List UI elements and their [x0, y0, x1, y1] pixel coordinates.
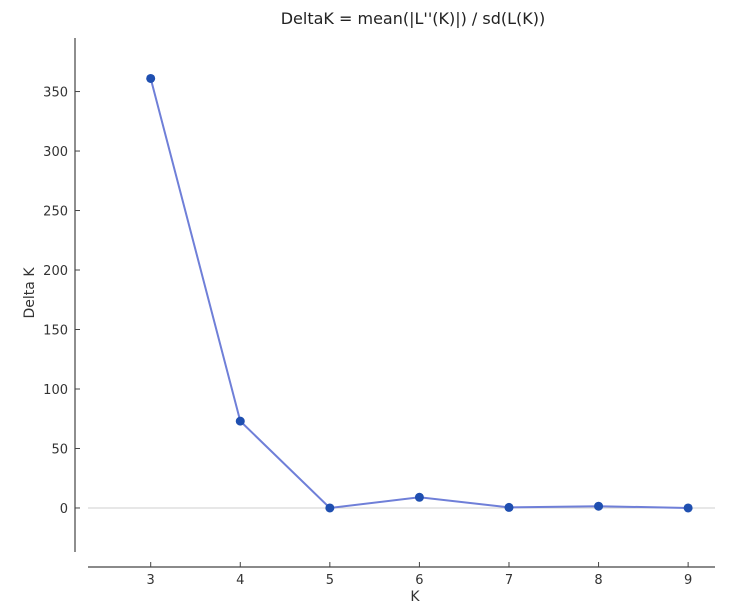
y-tick-label: 250	[43, 205, 68, 220]
data-point-k6	[414, 492, 424, 502]
x-tick-label: 9	[684, 573, 692, 588]
y-axis-ticks: 0 50 100 150 200 250 300 350	[43, 86, 80, 517]
data-point-k8	[594, 501, 604, 511]
y-tick-label: 0	[60, 502, 68, 517]
y-tick-label: 350	[43, 86, 68, 101]
data-point-k9	[683, 503, 693, 513]
data-point-k7	[504, 502, 514, 512]
data-point-k3	[146, 73, 156, 83]
y-tick-label: 50	[51, 442, 68, 457]
x-tick-label: 7	[505, 573, 513, 588]
x-tick-label: 5	[326, 573, 334, 588]
chart-title: DeltaK = mean(|L''(K)|) / sd(L(K))	[281, 9, 546, 28]
y-tick-label: 300	[43, 145, 68, 160]
y-tick-label: 100	[43, 383, 68, 398]
y-tick-label: 200	[43, 264, 68, 279]
x-axis-label: K	[410, 589, 420, 605]
x-tick-label: 6	[415, 573, 423, 588]
x-axis-ticks: 3 4 5 6 7 8 9	[147, 562, 692, 588]
series-layer	[146, 73, 693, 513]
series-line	[149, 78, 689, 510]
y-tick-label: 150	[43, 324, 68, 339]
data-point-k5	[325, 503, 335, 513]
x-tick-label: 3	[147, 573, 155, 588]
data-point-k4	[235, 416, 245, 426]
x-tick-label: 4	[236, 573, 244, 588]
y-axis-label: Delta K	[22, 267, 38, 319]
x-tick-label: 8	[594, 573, 602, 588]
